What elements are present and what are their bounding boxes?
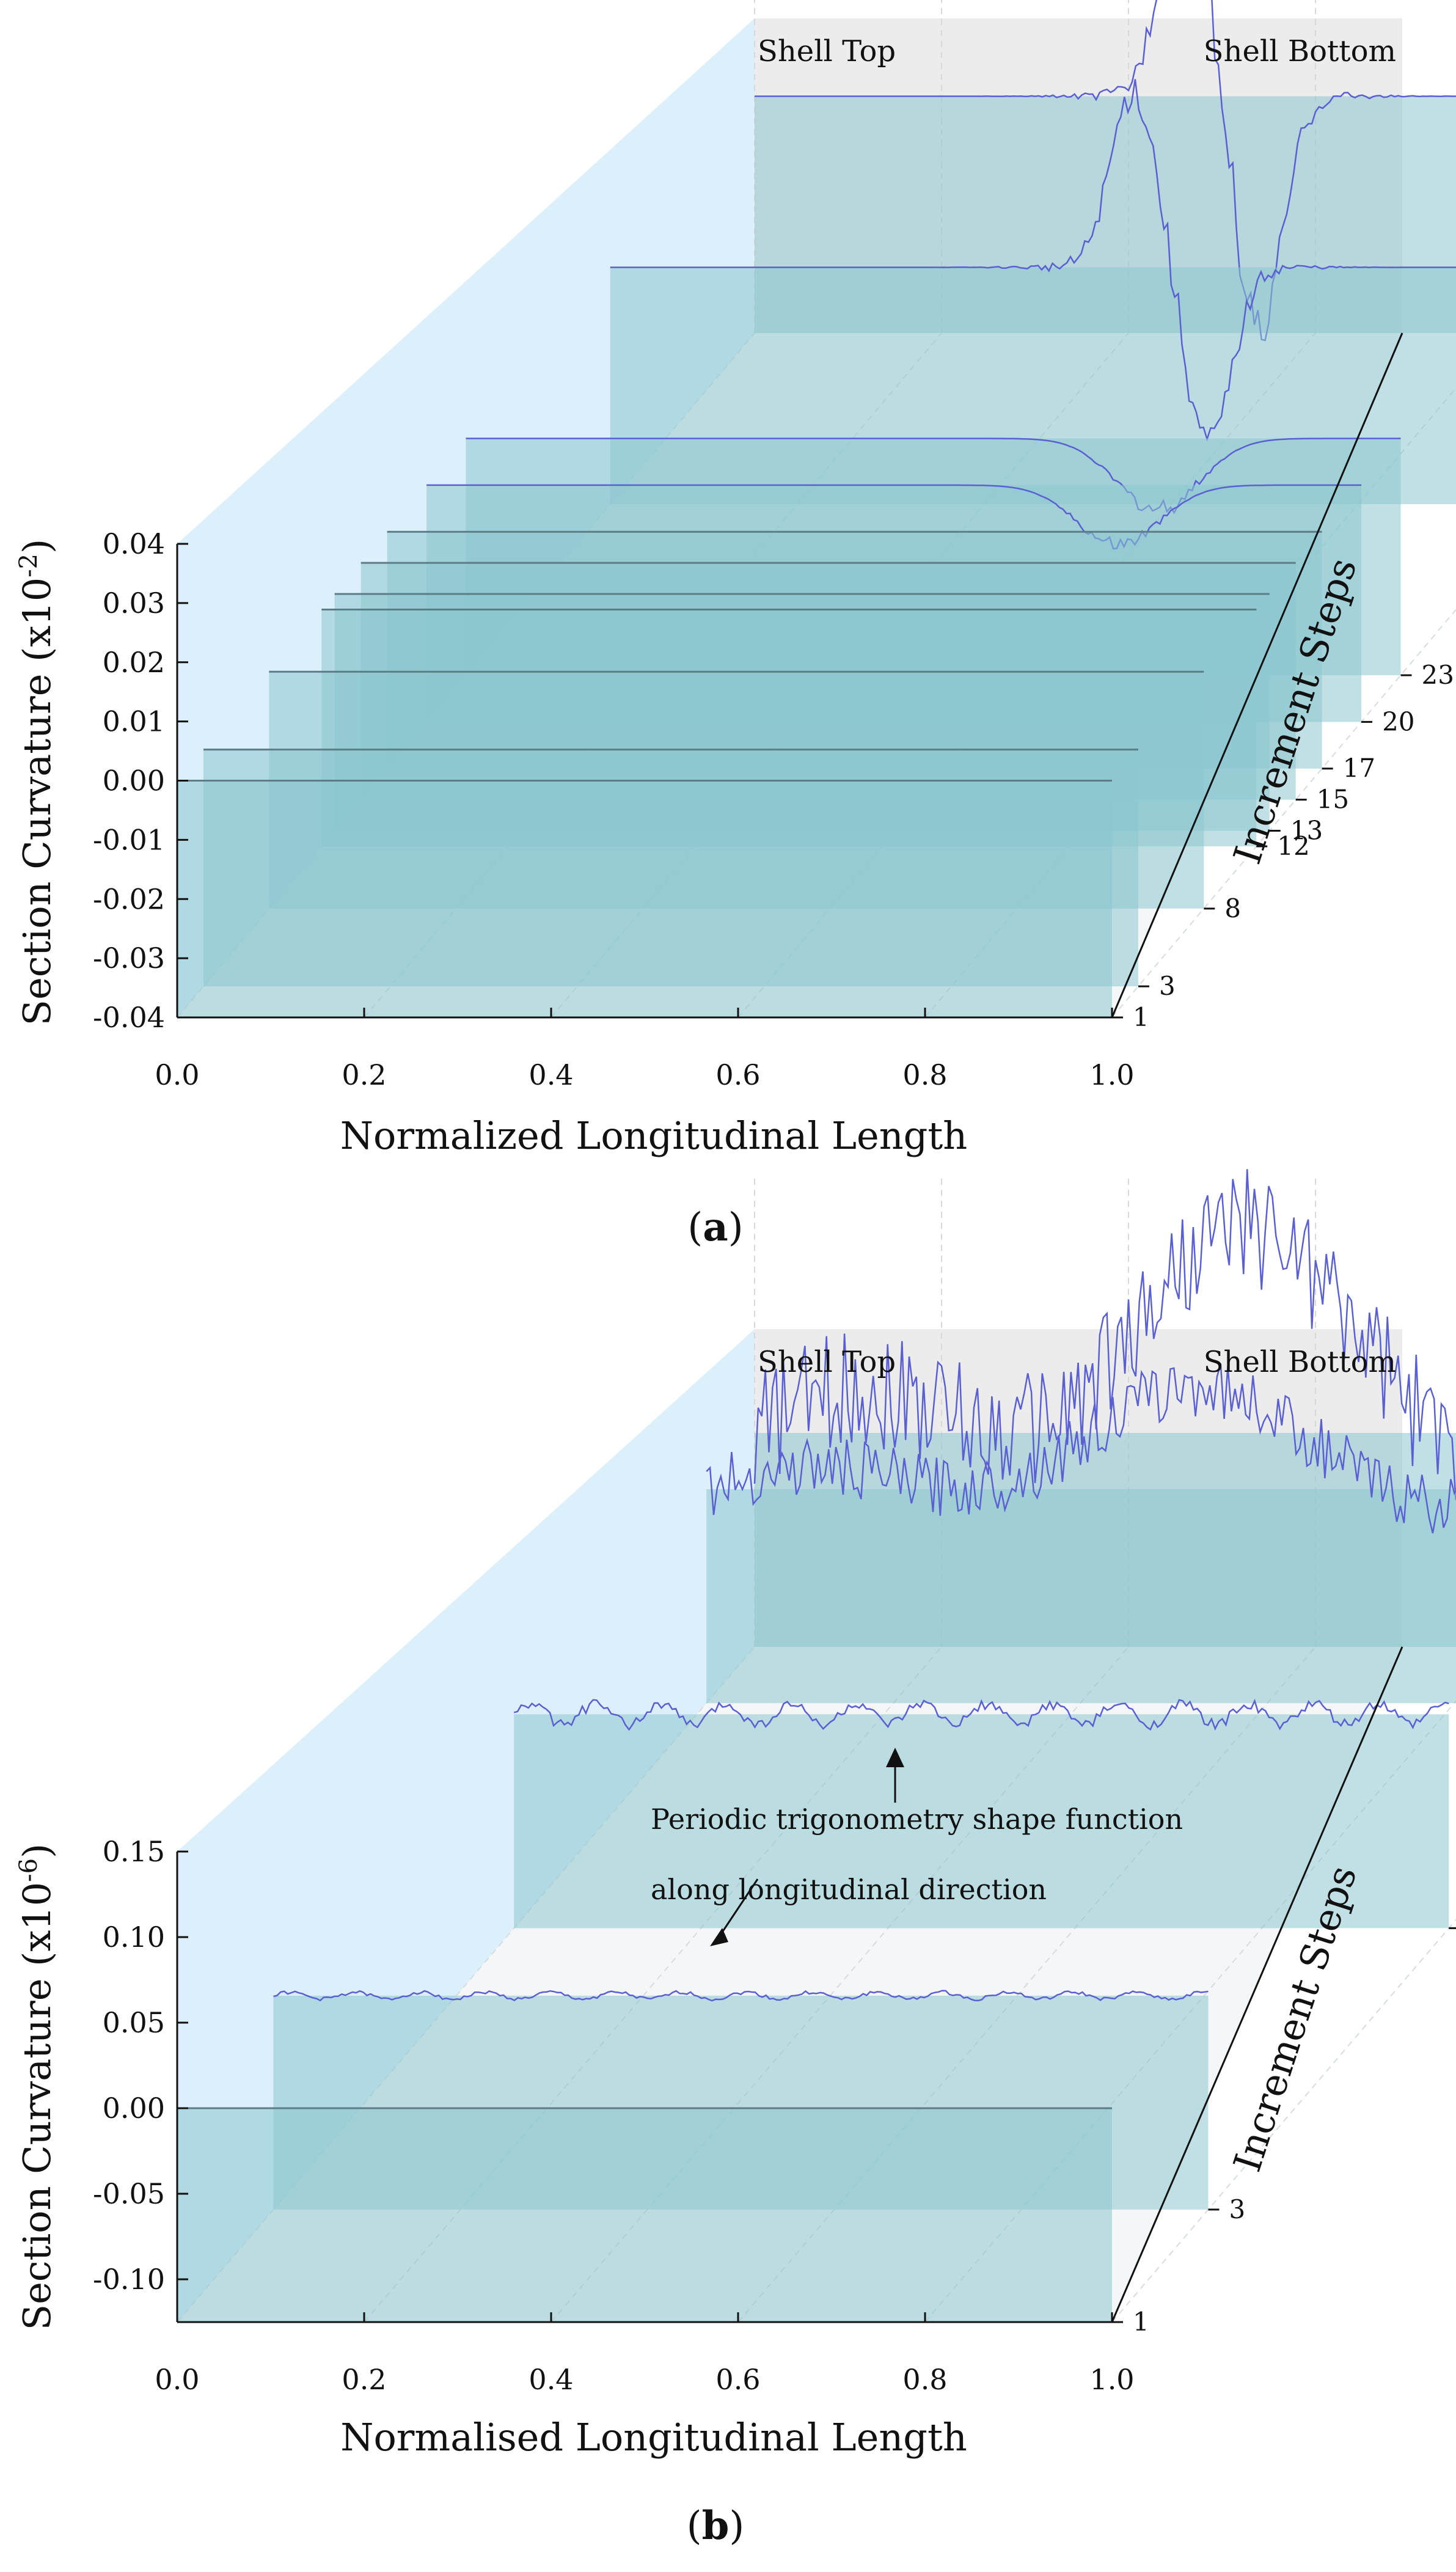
panel-b-y-tick-label: -0.10: [93, 2263, 165, 2296]
panel-b-annotation-line2: along longitudinal direction: [651, 1873, 1047, 1906]
panel-a-y-tick-label: 0.02: [103, 646, 165, 679]
panel-a-z-axis-line: [1111, 332, 1403, 1018]
panel-b-slabs: [177, 1169, 1456, 2322]
panel-b-x-tick-label: 0.0: [155, 2363, 199, 2396]
panel-a-x-tick-label: 0.8: [902, 1058, 947, 1091]
panel-b-ticks: 0.0 0.2 0.4 0.6 0.8 1.0 0.15 0.10 0.05 0.00 -0.05 -…: [93, 1835, 1456, 2396]
panel-a-y-axis-title: Section Curvature (x10-2): [15, 539, 59, 1026]
panel-a-y-axis-title-exp: -2: [15, 554, 43, 577]
panel-b-y-axis-title-exp: -6: [15, 1858, 43, 1882]
panel-a-z-tick-label: 1: [1133, 1002, 1149, 1032]
panel-b-x-axis-title: Normalised Longitudinal Length: [340, 2415, 967, 2460]
panel-a-series-step-1: [177, 780, 1112, 1017]
panel-a-z-tick-label: 12: [1277, 831, 1309, 861]
panel-a-y-tick-label: -0.02: [93, 882, 165, 915]
panel-b-slab-step-12: [706, 1489, 1456, 1704]
panel-a-x-tick-label: 0.0: [155, 1058, 199, 1091]
panel-b-z-tick-label: 1: [1133, 2307, 1149, 2337]
panel-a-caption: (a): [687, 1204, 743, 1250]
panel-a-z-tick-label: 17: [1343, 753, 1375, 783]
panel-a-shell-top-label: Shell Top: [758, 34, 896, 68]
panel-b-series-step-8: [513, 1698, 1449, 1929]
panel-a-z-tick-label: 23: [1422, 660, 1454, 690]
panel-b-slab-step-8: [514, 1714, 1449, 1929]
panel-b-y-axis-title-close: ): [15, 1844, 59, 1858]
panel-a-ticks: 0.0 0.2 0.4 0.6 0.8 1.0 0.04 0.03 0.02 0.01 0.00 -0…: [93, 527, 1454, 1091]
panel-a-caption-letter: a: [703, 1204, 728, 1250]
panel-a-y-tick-label: 0.00: [103, 764, 165, 797]
panel-b-x-tick-label: 1.0: [1089, 2363, 1134, 2396]
panel-b-caption-letter: b: [702, 2503, 730, 2549]
panel-a-curve-step-20: [426, 484, 1362, 550]
panel-a-slabs: [177, 0, 1456, 1017]
panel-a-chart: 0.0 0.2 0.4 0.6 0.8 1.0 0.04 0.03 0.02 0.01 0.00 -0…: [15, 0, 1456, 1250]
panel-b-shell-bottom-label: Shell Bottom: [1204, 1345, 1396, 1379]
panel-b-y-axis-title: Section Curvature (x10-6): [15, 1844, 59, 2331]
panel-a-x-tick-label: 1.0: [1089, 1058, 1134, 1091]
panel-b-y-tick-label: 0.15: [103, 1835, 165, 1868]
panel-a-x-tick-label: 0.6: [715, 1058, 760, 1091]
panel-a-z-tick-label: 8: [1224, 893, 1241, 923]
panel-b-annotation-arrowhead-upper: [886, 1748, 904, 1767]
panel-a-shell-bottom-label: Shell Bottom: [1204, 34, 1396, 68]
panel-b-z-tick-label: 3: [1229, 2194, 1246, 2224]
panel-a-y-tick-label: 0.04: [103, 527, 165, 560]
panel-a-z-tick-label: 3: [1159, 971, 1176, 1001]
panel-b-y-axis-title-main: Section Curvature (x10: [15, 1882, 59, 2331]
panel-a-x-axis-title: Normalized Longitudinal Length: [340, 1113, 967, 1158]
panel-b-annotation-arrow-lower: [720, 1878, 759, 1935]
panel-b-curve-step-3: [273, 1990, 1209, 2002]
panel-a-slab-step-1: [177, 780, 1112, 1017]
panel-a-y-tick-label: 0.03: [103, 587, 165, 620]
panel-a-y-tick-label: -0.01: [93, 823, 165, 856]
panel-b-annotation-line1: Periodic trigonometry shape function: [651, 1803, 1183, 1836]
panel-b-series-step-12: [706, 1363, 1456, 1704]
panel-b-series-step-1: [177, 2107, 1112, 2322]
panel-b-z-axis-line: [1111, 1646, 1403, 2323]
panel-b-y-tick-label: 0.05: [103, 2006, 165, 2039]
panel-a-z-tick-label: 15: [1317, 785, 1349, 815]
panel-a-y-tick-label: -0.03: [93, 942, 165, 975]
panel-a-x-tick-label: 0.2: [342, 1058, 386, 1091]
panel-b-y-tick-label: 0.10: [103, 1921, 165, 1954]
panel-a-y-tick-label: 0.01: [103, 705, 165, 738]
panel-a-x-tick-label: 0.4: [529, 1058, 573, 1091]
panel-a-z-tick-label: 13: [1290, 816, 1323, 846]
panel-a-y-axis-title-close: ): [15, 539, 59, 554]
panel-b-curve-step-13: [753, 1169, 1456, 1500]
panel-a-y-axis-title-main: Section Curvature (x10: [15, 577, 59, 1026]
panel-b-x-tick-label: 0.8: [902, 2363, 947, 2396]
panel-b-x-tick-label: 0.6: [715, 2363, 760, 2396]
panel-a-curve-step-34: [610, 79, 1456, 442]
panel-b-chart: 0.0 0.2 0.4 0.6 0.8 1.0 0.15 0.10 0.05 0.00 -0.05 -…: [15, 1169, 1456, 2549]
panel-b-slab-step-1: [177, 2108, 1112, 2322]
panel-a-curve-step-45: [755, 0, 1456, 342]
panel-b-x-tick-label: 0.2: [342, 2363, 386, 2396]
panel-b-caption: (b): [687, 2503, 745, 2549]
panel-b-shell-top-label: Shell Top: [758, 1345, 896, 1379]
panel-b-y-tick-label: 0.00: [103, 2092, 165, 2125]
panel-b-y-tick-label: -0.05: [93, 2177, 165, 2210]
panel-b-x-tick-label: 0.4: [529, 2363, 573, 2396]
panel-b-annotation-arrowhead-lower: [710, 1928, 728, 1946]
panel-a-curve-step-23: [466, 438, 1401, 515]
panel-a-z-tick-label: 20: [1382, 706, 1414, 736]
panel-b-curve-step-8: [513, 1698, 1449, 1731]
panel-a-y-tick-label: -0.04: [93, 1001, 165, 1034]
panel-b-curve-step-12: [706, 1363, 1456, 1534]
